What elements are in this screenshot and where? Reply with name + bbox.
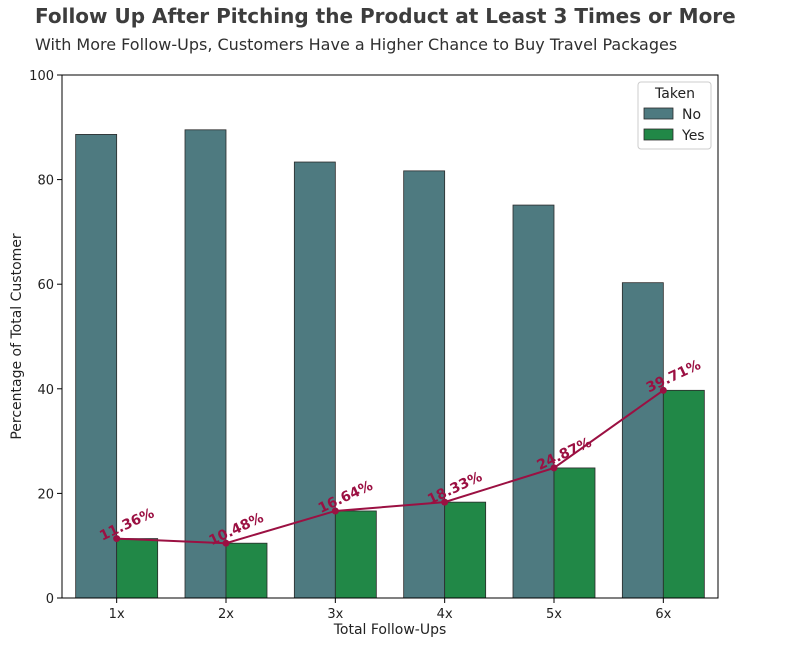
legend-title: Taken: [654, 86, 695, 102]
y-tick-label: 60: [37, 278, 54, 293]
bar-yes-3x: [334, 510, 377, 599]
trend-marker-1x: [113, 535, 121, 543]
trend-marker-2x: [222, 539, 230, 547]
bar-no-5x: [512, 204, 555, 599]
x-tick-label: 2x: [218, 607, 234, 622]
x-tick-label: 4x: [437, 607, 453, 622]
bar-no-4x: [403, 170, 446, 599]
y-tick-label: 100: [29, 69, 54, 84]
trend-marker-6x: [659, 386, 667, 394]
x-tick-label: 6x: [655, 607, 671, 622]
chart-subtitle: With More Follow-Ups, Customers Have a H…: [35, 35, 678, 54]
plot-frame: [61, 74, 719, 599]
trend-line: [116, 389, 664, 545]
trend-marker-3x: [331, 507, 339, 515]
x-tick-label: 1x: [109, 607, 125, 622]
bar-yes-6x: [662, 389, 705, 599]
y-tick-label: 80: [37, 174, 54, 189]
x-tick-label: 5x: [546, 607, 562, 622]
x-tick-label: 3x: [327, 607, 343, 622]
y-tick-label: 40: [37, 383, 54, 398]
bar-no-2x: [184, 129, 227, 599]
bar-yes-2x: [225, 542, 268, 599]
chart-title: Follow Up After Pitching the Product at …: [35, 4, 736, 28]
ticks-layer: 1x 2x 3x 4x 5x 6x 0 20 40 60 80 100: [29, 69, 671, 622]
legend-swatch-no: [643, 107, 674, 120]
legend: Taken No Yes: [637, 81, 712, 150]
y-tick-label: 0: [46, 592, 54, 607]
bar-yes-5x: [553, 467, 596, 599]
bars-layer: [75, 129, 705, 599]
bar-yes-4x: [444, 501, 487, 599]
trend-marker-4x: [441, 498, 449, 506]
x-axis-label: Total Follow-Ups: [333, 622, 447, 638]
y-tick-label: 20: [37, 487, 54, 502]
bar-yes-1x: [116, 538, 159, 599]
bar-no-1x: [75, 134, 118, 599]
legend-label-no: No: [682, 107, 701, 123]
bar-no-6x: [621, 282, 664, 599]
bar-no-3x: [293, 161, 336, 599]
legend-label-yes: Yes: [681, 128, 705, 144]
legend-swatch-yes: [643, 128, 674, 141]
trend-marker-5x: [550, 464, 558, 472]
y-axis-label: Percentage of Total Customer: [9, 233, 25, 440]
